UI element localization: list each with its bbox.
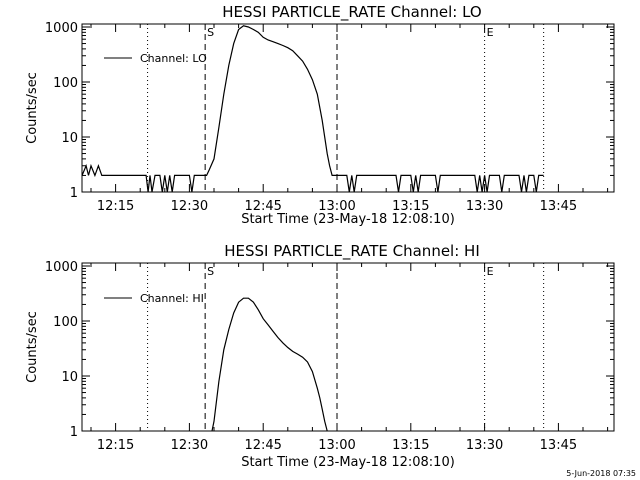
event-marker-label: S: [207, 265, 214, 278]
y-axis-label: Counts/sec: [25, 311, 40, 383]
plot-frame: [81, 23, 615, 193]
x-axis: 12:15 12:30 12:45 13:00 13:15 13:30 13:45: [90, 263, 609, 453]
x-tick-label: 13:00: [318, 438, 355, 453]
x-tick-label: 12:15: [97, 438, 134, 453]
chart-title: HESSI PARTICLE_RATE Channel: HI: [224, 242, 480, 261]
series-line: [81, 25, 544, 193]
series-group: [211, 297, 328, 432]
y-tick-label: 1: [70, 425, 78, 440]
chart-title: HESSI PARTICLE_RATE Channel: LO: [222, 3, 481, 22]
y-axis-label: Counts/sec: [25, 72, 40, 144]
x-tick-label: 12:45: [244, 438, 281, 453]
y-tick-label: 100: [53, 315, 78, 330]
event-marker-label: S: [207, 26, 214, 39]
series-line: [211, 297, 328, 432]
y-axis: 1 10 100 1000: [45, 260, 614, 440]
legend-label: Channel: HI: [140, 292, 204, 305]
x-axis: 12:15 12:30 12:45 13:00 13:15 13:30 13:45: [90, 24, 609, 214]
y-tick-label: 10: [61, 370, 78, 385]
x-tick-label: 13:45: [540, 199, 577, 214]
y-tick-label: 1000: [45, 260, 78, 275]
y-tick-label: 1000: [45, 21, 78, 36]
legend-label: Channel: LO: [140, 52, 207, 65]
event-marker-label: E: [487, 26, 494, 39]
x-tick-label: 13:15: [392, 199, 429, 214]
x-tick-label: 13:30: [466, 438, 503, 453]
event-marker-label: E: [487, 265, 494, 278]
x-axis-label: Start Time (23-May-18 12:08:10): [241, 455, 455, 470]
x-tick-label: 12:30: [171, 199, 208, 214]
series-group: [81, 25, 544, 193]
y-tick-label: 1: [70, 186, 78, 201]
panel-hi: HESSI PARTICLE_RATE Channel: HI Counts/s…: [25, 242, 615, 470]
y-tick-label: 10: [61, 131, 78, 146]
x-tick-label: 12:30: [171, 438, 208, 453]
x-tick-label: 12:15: [97, 199, 134, 214]
x-tick-label: 13:00: [318, 199, 355, 214]
plot-frame: [81, 262, 615, 432]
panel-lo: HESSI PARTICLE_RATE Channel: LO Counts/s…: [25, 3, 615, 227]
x-tick-label: 13:30: [466, 199, 503, 214]
footer-timestamp: 5-Jun-2018 07:35: [566, 469, 636, 478]
x-axis-label: Start Time (23-May-18 12:08:10): [241, 212, 455, 227]
x-tick-label: 13:15: [392, 438, 429, 453]
y-tick-label: 100: [53, 76, 78, 91]
x-tick-label: 12:45: [244, 199, 281, 214]
x-tick-label: 13:45: [540, 438, 577, 453]
